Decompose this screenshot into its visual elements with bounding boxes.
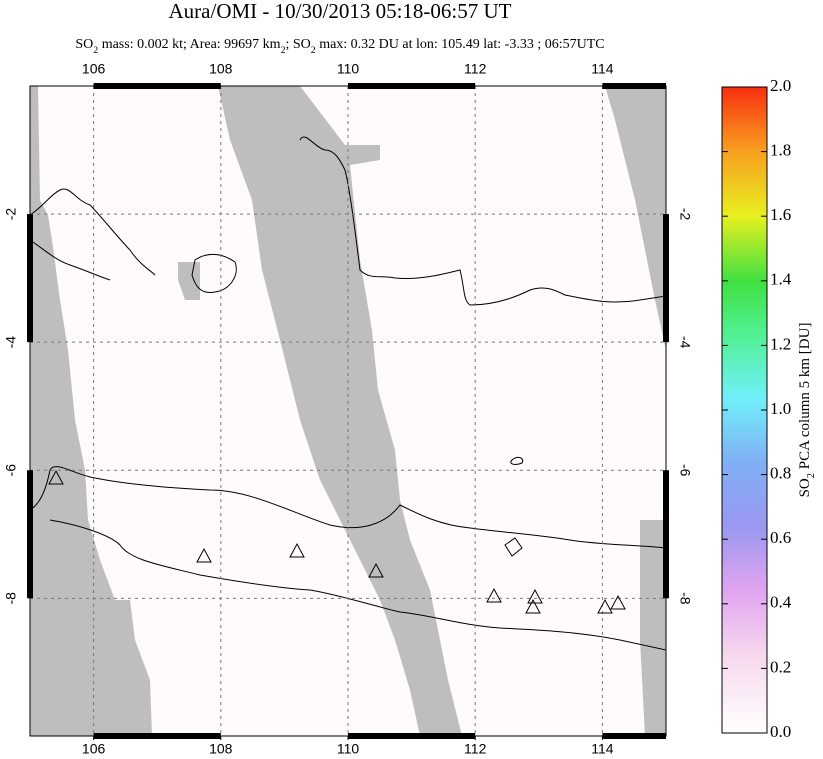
subscript: 2 [93,45,98,56]
x-tick-label: 108 [209,741,233,757]
x-tick-label-top: 114 [591,61,614,77]
colorbar-tick-label: 1.2 [770,334,791,353]
volcanoes [48,469,626,614]
y-tick-label-right: -4 [677,336,693,349]
frame-band [348,733,476,739]
x-tick-label: 110 [337,741,360,757]
frame-band [27,214,33,343]
frame-band [93,733,221,739]
x-tick-label-top: 110 [337,61,360,77]
volcano [48,469,64,485]
volcano [289,542,305,558]
frame-band [27,470,33,599]
text-part: max: 0.32 DU at lon: 105.49 lat: -3.33 ;… [316,37,605,52]
y-tick-label: -8 [3,592,19,605]
text-part: SO [797,478,813,497]
frame-band [602,83,666,89]
text-part: PCA column 5 km [DU] [797,323,813,473]
frame-band [663,214,669,343]
colorbar-tick-label: 1.6 [770,205,791,224]
volcano [196,547,212,563]
subscript: 2 [311,45,316,56]
colorbar-tick-label: 1.0 [770,399,791,418]
y-tick-label-right: -8 [677,592,693,605]
colorbar-tick-label: 2.0 [770,76,791,95]
y-tick-label: -4 [3,336,19,349]
colorbar-axis: 0.0 0.2 0.4 0.6 0.8 1.0 1.2 1.4 1.6 1.8 2.0 [722,76,792,741]
text-part: ; SO [285,37,310,52]
colorbar-tick-label: 1.4 [770,270,792,289]
x-tick-label-top: 108 [209,61,233,77]
text-part: mass: 0.002 kt; Area: 99697 km [98,37,280,52]
colorbar-label: SO2 PCA column 5 km [DU] [797,323,816,498]
x-tick-label: 114 [591,741,614,757]
map-area [30,86,666,736]
y-tick-label: -6 [3,464,19,477]
colorbar-tick-label: 1.8 [770,141,791,160]
volcano [525,598,541,614]
x-tick-label-top: 106 [82,61,106,77]
colorbar-tick-label: 0.6 [770,528,791,547]
y-tick-label: -2 [3,208,19,221]
volcano [610,594,626,610]
colorbar-tick-label: 0.0 [770,722,791,741]
text-part: SO [75,37,93,52]
y-tick-label-right: -6 [677,464,693,477]
y-tick-label-right: -2 [677,208,693,221]
frame-band [93,83,221,89]
volcano [368,562,384,578]
colorbar-tick-label: 0.8 [770,464,791,483]
x-tick-label: 112 [464,741,487,757]
frame-band [348,83,476,89]
no-data-swaths [30,86,666,736]
volcano [597,598,613,614]
subscript: 2 [806,473,817,478]
frame-band [602,733,666,739]
x-tick-label-top: 112 [464,61,487,77]
subtitle: SO2 mass: 0.002 kt; Area: 99697 km2; SO2… [75,37,604,56]
grid [30,86,666,736]
colorbar-tick-label: 0.4 [770,593,792,612]
volcano [486,587,502,603]
coastlines [30,136,666,651]
x-tick-label: 106 [82,741,106,757]
axes: 106 106 108 108 110 110 112 112 114 114 -2 -2 -4 -4 -6… [3,61,694,757]
title: Aura/OMI - 10/30/2013 05:18-06:57 UT [169,0,512,23]
subscript: 2 [281,45,286,56]
colorbar [721,86,768,734]
frame-band [663,470,669,599]
colorbar-tick-label: 0.2 [770,657,791,676]
